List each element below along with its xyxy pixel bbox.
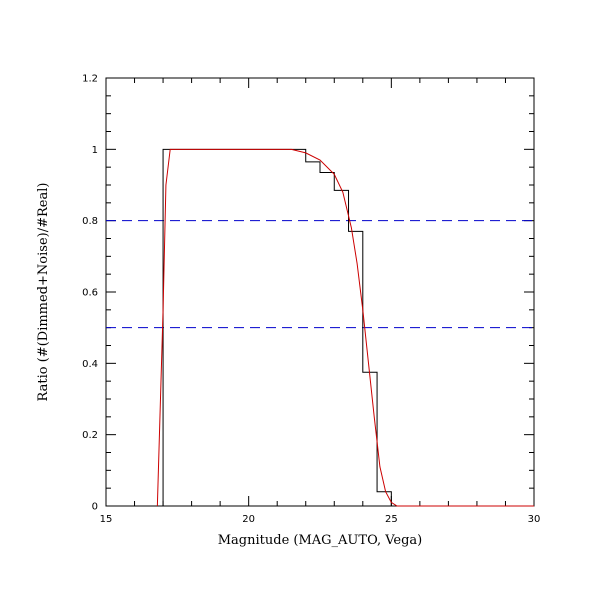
axis-ticks (105, 77, 535, 507)
y-tick-label: 1 (92, 145, 98, 156)
data-series (156, 148, 534, 507)
y-tick-label: 0 (92, 502, 98, 513)
y-tick-label: 0.2 (82, 430, 98, 441)
y-tick-label: 0.4 (82, 359, 98, 370)
step-histogram (162, 148, 534, 507)
reference-lines (106, 220, 534, 329)
x-tick-label: 15 (100, 514, 113, 525)
fit-curve (156, 148, 534, 507)
y-tick-label: 0.6 (82, 288, 98, 299)
plot-frame (105, 77, 535, 507)
y-tick-label: 1.2 (82, 74, 98, 85)
y-tick-label: 0.8 (82, 216, 98, 227)
tick-labels: 15 20 25 30 0 0.2 0.4 0.6 0.8 1 1.2 (82, 74, 540, 526)
x-axis-label: Magnitude (MAG_AUTO, Vega) (218, 533, 423, 548)
x-tick-label: 25 (385, 514, 398, 525)
x-tick-label: 20 (242, 514, 255, 525)
y-axis-label: Ratio (#(Dimmed+Noise)/#Real) (36, 183, 51, 402)
x-tick-label: 30 (528, 514, 541, 525)
